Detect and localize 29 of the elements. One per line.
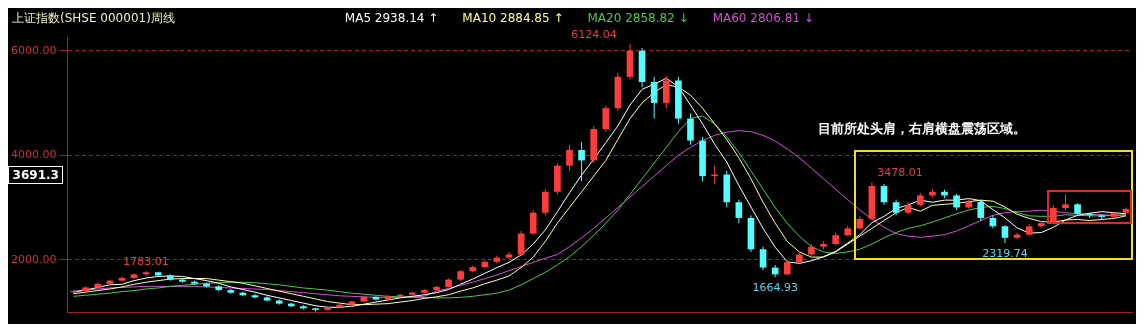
y-tick-label: 4000.00 [10,148,57,162]
candlestick [578,141,585,182]
annotation: 2319.74 [981,247,1029,261]
candlestick [662,75,670,109]
annotation: 1664.93 [751,281,799,295]
candlestick [1122,206,1130,215]
y-tick-label: 2000.00 [10,252,57,266]
text: 3691.3 [8,165,64,184]
candlestick [541,188,549,216]
annotation: 3478.01 [876,166,924,180]
text: MA60 2806.81 ↓ [712,11,814,25]
candlestick [529,209,537,236]
candlestick [517,230,525,257]
y-tick-label: 6000.00 [10,43,57,57]
candlestick [118,275,126,283]
text: MA20 2858.82 ↓ [587,11,689,25]
annotation: 目前所处头肩，右肩横盘震荡区域。 [818,120,1026,138]
text: MA10 2884.85 ↑ [462,11,564,25]
candlestick [687,112,694,146]
text: MA5 2938.14 ↑ [344,11,439,25]
candlestick [735,199,743,224]
candlestick [650,76,658,120]
candlestick [759,246,767,271]
candlestick [602,105,610,133]
chart-title: 上证指数(SHSE 000001)周线 [12,9,175,27]
annotation: 6124.04 [570,28,618,42]
annotation: 1783.01 [122,255,170,269]
candlestick [977,200,985,222]
candlestick [566,144,573,172]
